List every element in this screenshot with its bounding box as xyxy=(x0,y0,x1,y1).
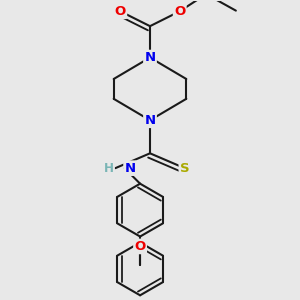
Text: N: N xyxy=(144,114,156,127)
Text: H: H xyxy=(104,162,114,175)
Text: O: O xyxy=(134,240,146,253)
Text: N: N xyxy=(144,51,156,64)
Text: S: S xyxy=(180,162,190,175)
Text: O: O xyxy=(115,5,126,18)
Text: O: O xyxy=(174,5,185,18)
Text: N: N xyxy=(124,162,136,175)
